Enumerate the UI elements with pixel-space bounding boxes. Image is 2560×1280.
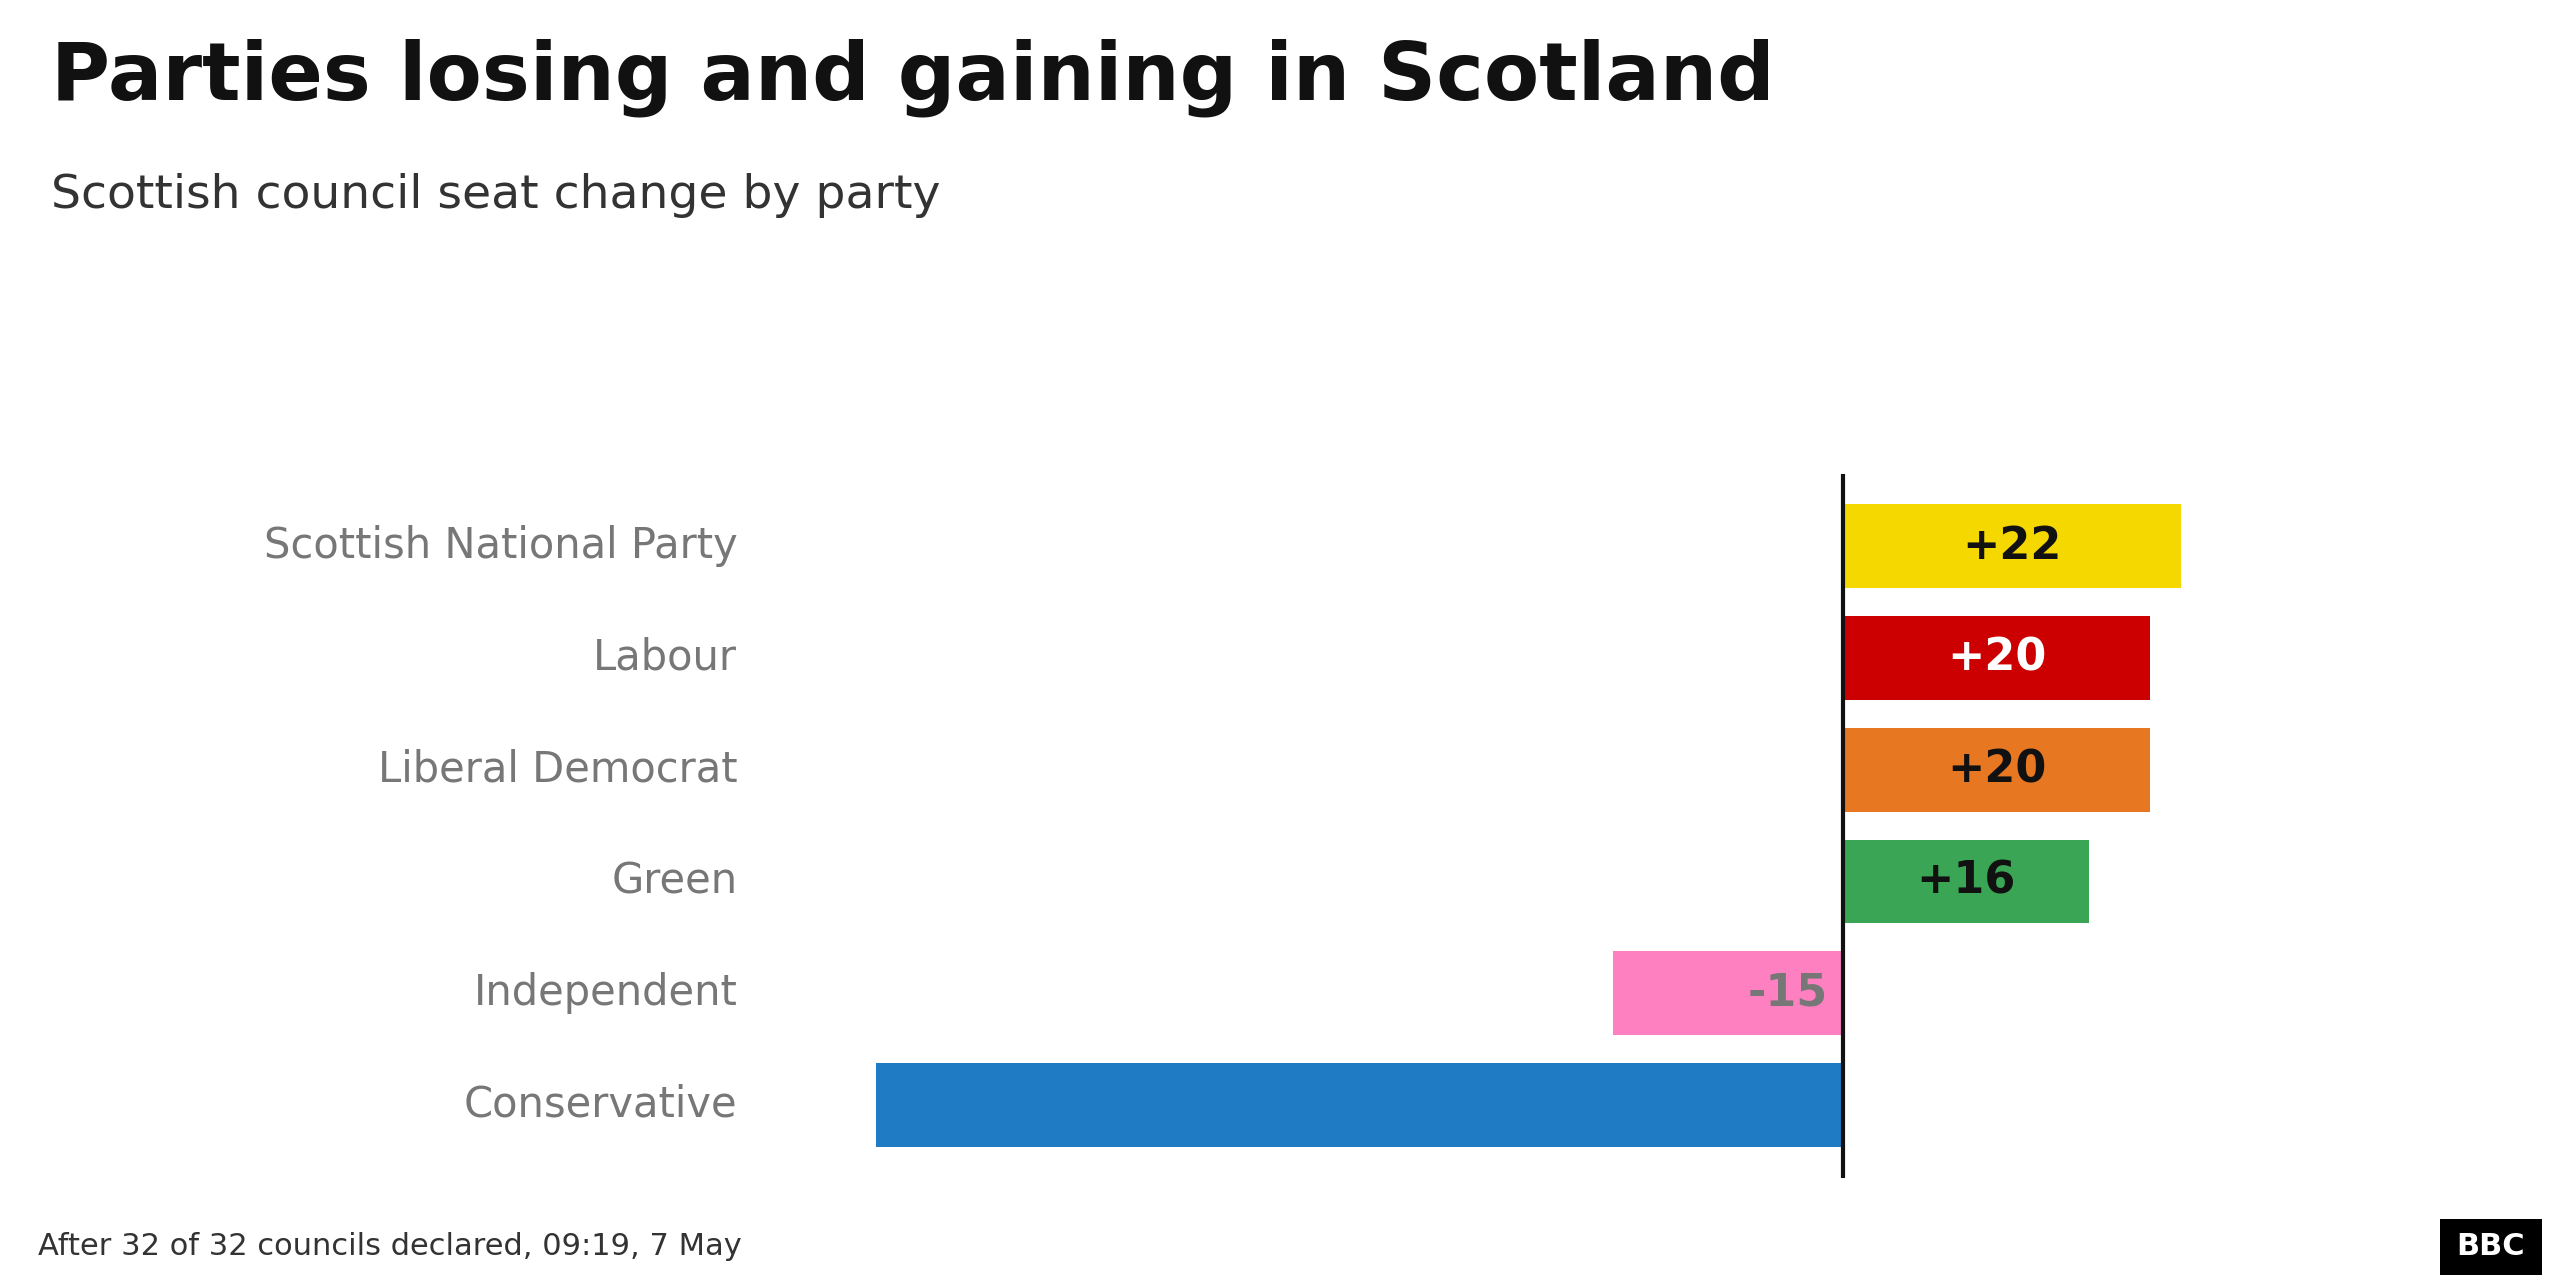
Text: +20: +20 — [1948, 749, 2045, 791]
Text: -63: -63 — [1882, 1083, 1961, 1126]
FancyBboxPatch shape — [2440, 1219, 2542, 1275]
Text: BBC: BBC — [2458, 1233, 2524, 1261]
Text: +22: +22 — [1964, 525, 2061, 568]
Text: Liberal Democrat: Liberal Democrat — [379, 749, 737, 791]
Text: +20: +20 — [1948, 636, 2045, 680]
Bar — [876, 1064, 1843, 1147]
Text: Scottish council seat change by party: Scottish council seat change by party — [51, 173, 940, 218]
Text: -15: -15 — [1748, 972, 1828, 1015]
Text: Parties losing and gaining in Scotland: Parties losing and gaining in Scotland — [51, 38, 1774, 116]
Bar — [1843, 728, 2150, 812]
Text: Green: Green — [612, 860, 737, 902]
Text: After 32 of 32 councils declared, 09:19, 7 May: After 32 of 32 councils declared, 09:19,… — [38, 1233, 742, 1261]
Bar — [1843, 840, 2089, 923]
Bar — [1843, 504, 2181, 588]
Bar — [1843, 616, 2150, 700]
Text: +16: +16 — [1917, 860, 2015, 902]
Text: Conservative: Conservative — [463, 1084, 737, 1126]
Bar — [1613, 951, 1843, 1036]
Text: Scottish National Party: Scottish National Party — [264, 525, 737, 567]
Text: Independent: Independent — [474, 973, 737, 1014]
Text: Labour: Labour — [594, 637, 737, 678]
